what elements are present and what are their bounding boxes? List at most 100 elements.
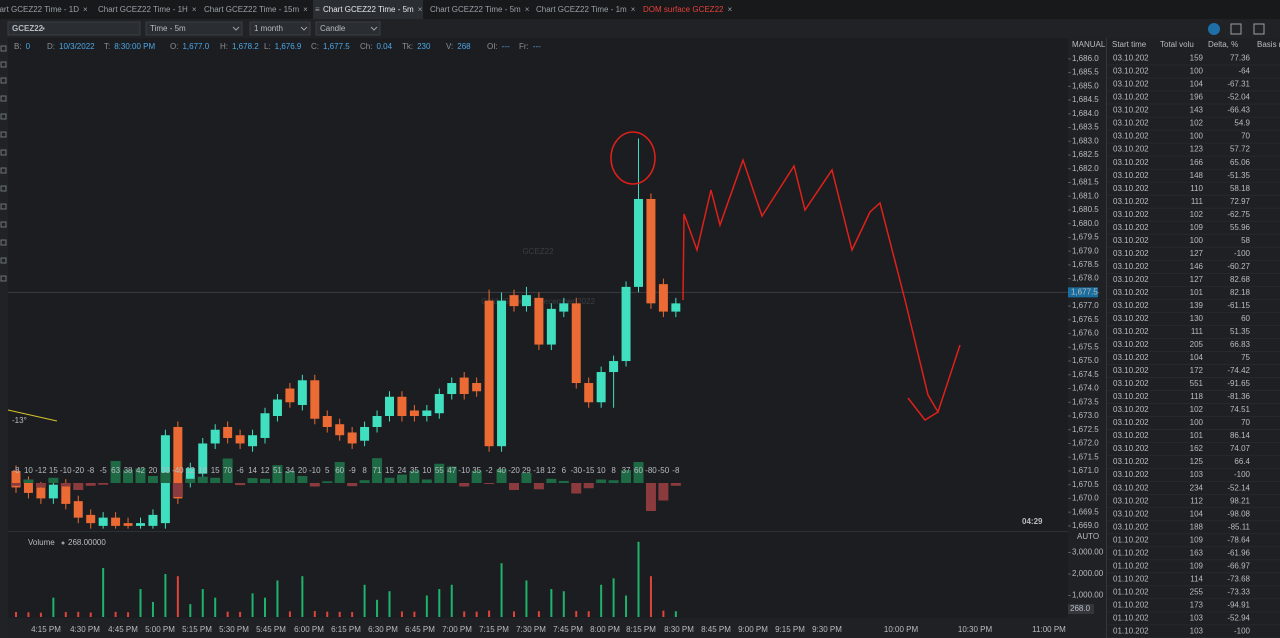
- last-price-label: 1,677.5: [1071, 287, 1098, 296]
- delta-label: -6: [237, 466, 245, 475]
- tab[interactable]: Chart GCEZ22 Time - 1m: [536, 5, 627, 14]
- tab-close[interactable]: ×: [418, 5, 423, 14]
- delta-bar: [284, 471, 295, 483]
- cell-start-time: 03.10.202: [1113, 522, 1149, 531]
- delta-label: -30: [570, 466, 582, 475]
- delta-bar: [98, 483, 109, 485]
- tab-close[interactable]: ×: [631, 5, 636, 14]
- cell-volume: 101: [1190, 431, 1204, 440]
- tab[interactable]: Chart GCEZ22 Time - 5m: [323, 5, 414, 14]
- candle-body: [335, 424, 345, 436]
- settings-button[interactable]: [1230, 23, 1242, 35]
- cell-delta: -61.96: [1227, 548, 1250, 557]
- candle-body: [235, 435, 245, 444]
- volume-bar: [488, 610, 491, 617]
- cell-start-time: 01.10.202: [1113, 561, 1149, 570]
- timeframe-box[interactable]: [145, 21, 243, 36]
- candle-body: [210, 429, 220, 444]
- volume-bar: [425, 595, 428, 617]
- volume-bar: [363, 584, 366, 617]
- cell-delta: 54.9: [1234, 119, 1250, 128]
- cell-start-time: 03.10.202: [1113, 132, 1149, 141]
- volume-bar: [226, 611, 229, 617]
- delta-bar: [334, 462, 345, 483]
- column-header[interactable]: Total volu: [1160, 40, 1194, 49]
- cell-delta: -52.14: [1227, 483, 1250, 492]
- tab[interactable]: hart GCEZ22 Time - 1D: [0, 5, 79, 14]
- tab-icon: ≡: [315, 5, 320, 14]
- info-label: O:: [170, 42, 178, 51]
- tab[interactable]: Chart GCEZ22 Time - 5m: [430, 5, 521, 14]
- cell-start-time: 03.10.202: [1113, 80, 1149, 89]
- left-toolbar: [0, 38, 8, 638]
- tab[interactable]: DOM surface GCEZ22: [643, 5, 724, 14]
- timeframe: Time - 5m: [150, 24, 186, 33]
- layout-button[interactable]: [1253, 23, 1265, 35]
- cell-start-time: 01.10.202: [1113, 613, 1149, 622]
- candle-body: [61, 484, 71, 504]
- cell-start-time: 03.10.202: [1113, 444, 1149, 453]
- time-label: 4:15 PM: [31, 625, 61, 634]
- tab-close[interactable]: ×: [83, 5, 88, 14]
- cell-volume: 100: [1190, 67, 1204, 76]
- candle-body: [559, 303, 569, 312]
- column-header[interactable]: Start time: [1112, 40, 1147, 49]
- candle-body: [571, 303, 581, 384]
- delta-bar: [160, 472, 171, 483]
- delta-label: 60: [335, 466, 344, 475]
- cell-volume: 159: [1190, 54, 1204, 63]
- candle-body: [310, 380, 320, 419]
- cell-start-time: 01.10.202: [1113, 535, 1149, 544]
- delta-bar: [434, 463, 445, 483]
- candle-body: [385, 396, 394, 416]
- tab-close[interactable]: ×: [727, 5, 732, 14]
- delta-label: -18: [533, 466, 545, 475]
- cell-volume: 125: [1190, 457, 1204, 466]
- cell-delta: 58.18: [1230, 184, 1251, 193]
- time-label: 10:30 PM: [958, 625, 993, 634]
- info-label: B:: [14, 42, 22, 51]
- delta-label: 10: [24, 466, 33, 475]
- volume-title: Volume: [28, 538, 55, 547]
- cell-delta: -61.15: [1227, 301, 1250, 310]
- tab-close[interactable]: ×: [303, 5, 308, 14]
- delta-bar: [85, 483, 96, 486]
- volume-bar: [612, 578, 615, 617]
- volume-tick-label: 3,000.00: [1072, 548, 1104, 557]
- delta-bar: [621, 470, 632, 483]
- tool-icons[interactable]: [0, 45, 7, 282]
- cell-delta: -73.68: [1227, 574, 1250, 583]
- candle-body: [609, 361, 619, 373]
- column-header[interactable]: Delta, %: [1208, 40, 1238, 49]
- info-label: Fr:: [519, 42, 529, 51]
- delta-label: -10: [60, 466, 72, 475]
- delta-bar: [446, 466, 457, 483]
- candle-body: [347, 432, 357, 444]
- candle-body: [11, 470, 21, 488]
- tab-close[interactable]: ×: [525, 5, 530, 14]
- tab[interactable]: Chart GCEZ22 Time - 15m: [204, 5, 299, 14]
- volume-bar: [562, 591, 565, 617]
- chevron: [232, 26, 240, 31]
- column-header[interactable]: Basis r: [1257, 40, 1280, 49]
- y-tick-label: 1,679.5: [1072, 233, 1099, 242]
- y-tick-label: 1,680.5: [1072, 205, 1099, 214]
- tab-close[interactable]: ×: [192, 5, 197, 14]
- info-value: 1,678.2: [232, 42, 259, 51]
- delta-label: 55: [435, 466, 444, 475]
- volume-bar: [475, 611, 478, 617]
- tab[interactable]: Chart GCEZ22 Time - 1H: [98, 5, 188, 14]
- search-button[interactable]: [1208, 23, 1220, 35]
- delta-label: 15: [211, 466, 220, 475]
- volume-bar: [376, 599, 379, 617]
- active-tab-bg: [313, 0, 423, 19]
- delta-bar: [496, 469, 507, 483]
- delta-label: -20: [508, 466, 520, 475]
- range-box[interactable]: [249, 21, 311, 36]
- chart-style: Candle: [320, 24, 346, 33]
- symbol-box[interactable]: [7, 21, 141, 36]
- volume-bar: [575, 610, 578, 617]
- cell-volume: 112: [1190, 496, 1203, 505]
- style-box[interactable]: [315, 21, 381, 36]
- info-value: 1,676.9: [275, 42, 302, 51]
